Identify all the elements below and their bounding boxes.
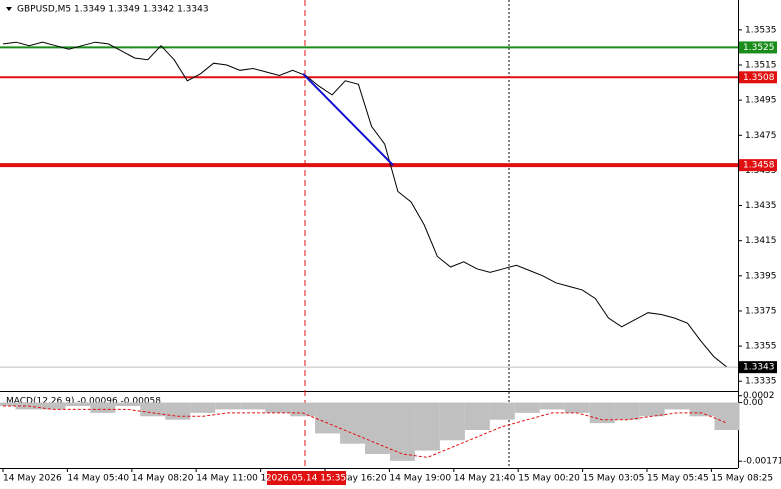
macd-bar bbox=[489, 402, 515, 420]
y-tick-label: 1.3435 bbox=[745, 201, 777, 211]
macd-bar bbox=[165, 402, 191, 420]
level-label: 1.3458 bbox=[743, 161, 775, 171]
macd-bar bbox=[0, 402, 16, 406]
x-tick-label: 14 May 16:20 bbox=[325, 474, 387, 484]
x-tick-label: 14 May 11:00 bbox=[196, 474, 258, 484]
macd-tick-label: 0.00 bbox=[743, 398, 763, 408]
x-tick-label: 14 May 21:40 bbox=[454, 474, 516, 484]
x-tick-label: 15 May 08:25 bbox=[711, 474, 773, 484]
macd-bar bbox=[689, 402, 715, 417]
macd-bar bbox=[664, 402, 690, 410]
macd-bar bbox=[389, 402, 415, 461]
macd-tick-label: 0.0002 bbox=[743, 391, 775, 401]
last-price-box bbox=[739, 361, 777, 374]
y-tick-label: 1.3395 bbox=[745, 271, 777, 281]
macd-bar bbox=[190, 402, 216, 413]
macd-bar bbox=[215, 402, 241, 410]
price-line bbox=[2, 41, 728, 368]
macd-bar bbox=[539, 402, 565, 410]
cursor-label: 2026.05.14 15:35 bbox=[266, 474, 346, 484]
trend-line bbox=[302, 73, 394, 166]
macd-bar bbox=[614, 402, 640, 420]
menu-arrow bbox=[6, 7, 12, 11]
macd-bar bbox=[439, 402, 465, 441]
cursor-label-box bbox=[267, 471, 346, 485]
macd-bar bbox=[365, 402, 390, 454]
x-tick-label: 15 May 00:20 bbox=[518, 474, 580, 484]
macd-bar bbox=[315, 402, 341, 434]
macd-bar bbox=[714, 402, 740, 430]
macd-bar bbox=[240, 402, 266, 410]
y-tick-label: 1.3495 bbox=[745, 96, 777, 106]
macd-title: MACD(12,26,9) -0.00096 -0.00058 bbox=[6, 397, 161, 407]
macd-bar bbox=[140, 402, 166, 417]
y-tick-label: 1.3415 bbox=[745, 236, 777, 246]
x-tick-label: 15 May 05:45 bbox=[647, 474, 709, 484]
macd-bar bbox=[564, 402, 590, 413]
chart-title: GBPUSD,M5 1.3349 1.3349 1.3342 1.3343 bbox=[17, 5, 209, 15]
level-label-box bbox=[739, 71, 777, 84]
macd-bar bbox=[265, 402, 291, 413]
x-tick-label: 14 May 19:00 bbox=[389, 474, 451, 484]
y-tick-label: 1.3375 bbox=[745, 306, 777, 316]
y-tick-label: 1.3355 bbox=[745, 342, 777, 352]
last-price-label: 1.3343 bbox=[743, 363, 775, 373]
y-tick-label: 1.3475 bbox=[745, 131, 777, 141]
level-label: 1.3508 bbox=[743, 73, 775, 83]
y-tick-label: 1.3535 bbox=[745, 25, 777, 35]
chart-layer: 1.35351.35151.34951.34751.34551.34351.34… bbox=[0, 25, 781, 485]
y-tick-label: 1.3515 bbox=[745, 61, 777, 71]
macd-bar bbox=[340, 402, 365, 444]
macd-bar bbox=[414, 402, 440, 451]
level-label-box bbox=[739, 159, 777, 172]
x-tick-label: 14 May 08:20 bbox=[132, 474, 194, 484]
macd-signal bbox=[3, 405, 728, 458]
macd-bar bbox=[290, 402, 316, 417]
macd-bar bbox=[90, 402, 116, 413]
macd-bar bbox=[40, 402, 66, 410]
level-label-box bbox=[739, 41, 777, 54]
macd-bar bbox=[464, 402, 490, 430]
macd-bar bbox=[514, 402, 540, 413]
macd-bar bbox=[65, 402, 91, 406]
x-tick-label: 15 May 03:05 bbox=[583, 474, 645, 484]
macd-bar bbox=[115, 402, 141, 406]
macd-bar bbox=[639, 402, 665, 417]
macd-bar bbox=[15, 402, 41, 410]
x-tick-label: 14 May 05:40 bbox=[67, 474, 129, 484]
level-label: 1.3525 bbox=[743, 43, 775, 53]
y-tick-label: 1.3335 bbox=[745, 377, 777, 387]
macd-tick-label: -0.00171 bbox=[743, 457, 781, 467]
x-tick-label: 14 May 2026 bbox=[3, 474, 62, 484]
